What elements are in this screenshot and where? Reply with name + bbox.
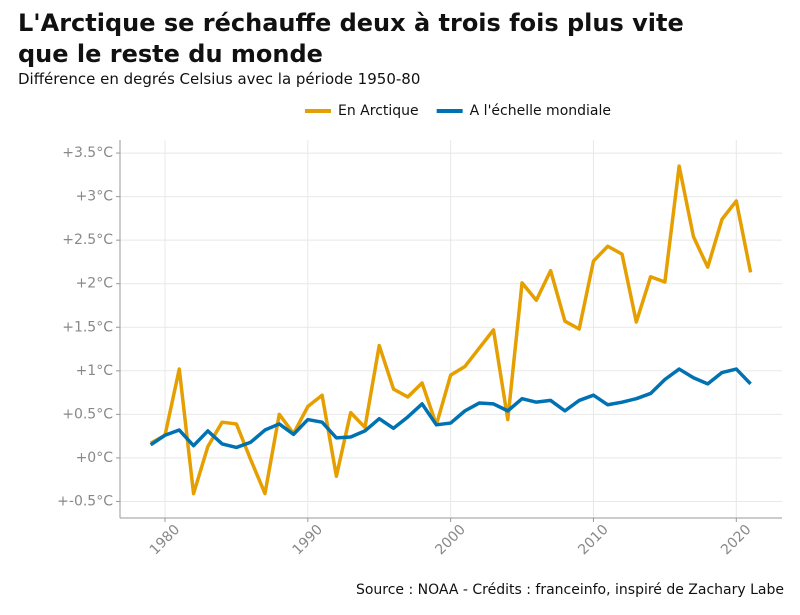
y-tick-label: +0°C xyxy=(76,450,114,466)
y-tick-label: +3°C xyxy=(76,189,114,205)
x-tick-label: 2020 xyxy=(718,522,755,559)
y-tick-label: +1°C xyxy=(76,363,114,379)
chart-subtitle: Différence en degrés Celsius avec la pér… xyxy=(18,70,421,88)
series-line xyxy=(149,367,752,450)
y-tick-label: +2°C xyxy=(76,276,114,292)
legend-label: En Arctique xyxy=(338,103,419,119)
x-tick-label: 1990 xyxy=(290,522,327,559)
y-tick-label: +1.5°C xyxy=(62,319,113,335)
chart: +-0.5°C +0°C +0.5°C +1°C +1.5°C +2°C +2.5°C +3°… xyxy=(57,103,782,559)
x-tick-label: 2000 xyxy=(432,522,469,559)
chart-title: L'Arctique se réchauffe deux à trois foi… xyxy=(18,9,684,68)
y-tick-label: +-0.5°C xyxy=(57,493,113,509)
y-tick-label: +0.5°C xyxy=(62,406,113,422)
y-tick-label: +2.5°C xyxy=(62,232,113,248)
y-tick-label: +3.5°C xyxy=(62,145,113,161)
source: Source : NOAA - Crédits : franceinfo, in… xyxy=(355,582,784,598)
x-tick-label: 1980 xyxy=(147,522,184,559)
x-tick-label: 2010 xyxy=(575,522,612,559)
series-line xyxy=(149,164,753,496)
legend-label: A l'échelle mondiale xyxy=(470,103,611,119)
